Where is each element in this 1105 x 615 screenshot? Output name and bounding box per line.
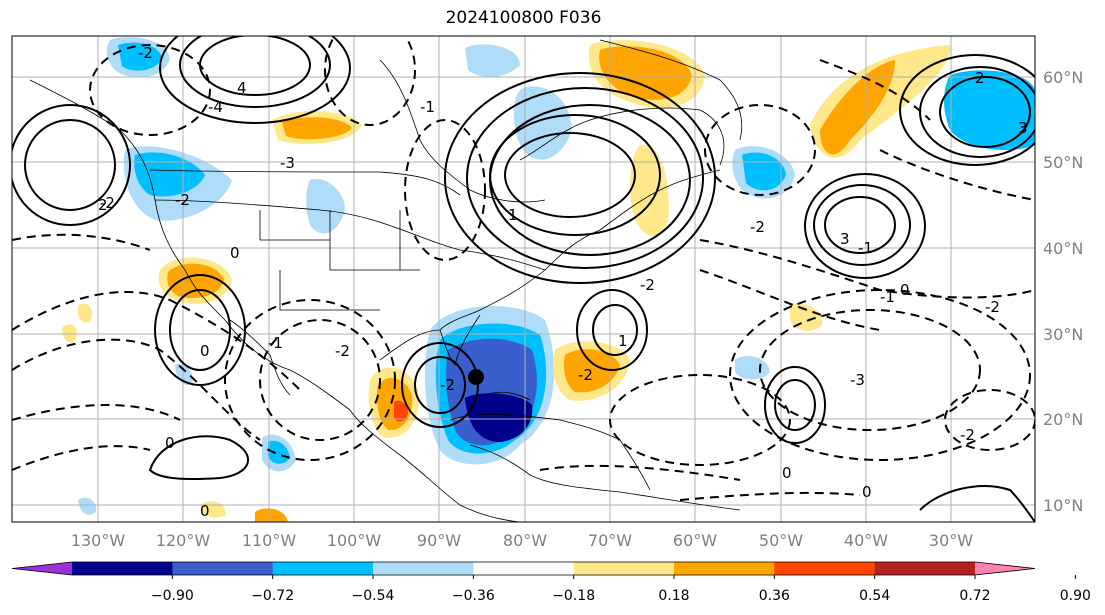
lat-label: 10°N xyxy=(1043,496,1083,515)
colorbar-segment xyxy=(774,562,876,575)
colorbar-tick-label: 0.72 xyxy=(959,588,990,604)
lon-label: 80°W xyxy=(503,531,547,550)
contour-label: 0 xyxy=(900,281,910,299)
positive-anomaly-region xyxy=(77,303,93,323)
colorbar-tick-label: −0.72 xyxy=(251,588,294,604)
colorbar-segment xyxy=(573,562,675,575)
contours xyxy=(12,36,1035,522)
lat-label: 30°N xyxy=(1043,325,1083,344)
map-title: 2024100800 F036 xyxy=(445,8,602,28)
contour-label: -1 xyxy=(880,288,895,306)
contour-label: -1 xyxy=(858,239,873,257)
colorbar-segment xyxy=(72,562,173,575)
colorbar-tick-label: 0.18 xyxy=(658,588,689,604)
colorbar-segment xyxy=(373,562,474,575)
colorbar-tick-label: −0.36 xyxy=(452,588,495,604)
longitude-labels: 130°W 120°W 110°W 100°W 90°W 80°W 70°W 6… xyxy=(71,531,973,550)
contour-label: 4 xyxy=(237,79,247,97)
lon-label: 60°W xyxy=(673,531,717,550)
contour-label: 0 xyxy=(200,342,210,360)
contour-label: -2 xyxy=(138,44,153,62)
contour-label: -2 xyxy=(100,194,115,212)
negative-anomaly-region xyxy=(465,393,533,442)
coastlines xyxy=(29,39,743,522)
lon-label: 90°W xyxy=(417,531,461,550)
contour-label: -2 xyxy=(440,376,455,394)
contour-label: -3 xyxy=(280,154,295,172)
contour-label: 3 xyxy=(840,230,850,248)
lat-label: 50°N xyxy=(1043,153,1083,172)
colorbar-segment xyxy=(874,562,976,575)
positive-anomaly-region xyxy=(255,508,288,522)
contour-label: -2 xyxy=(640,276,655,294)
contour-label: -2 xyxy=(578,366,593,384)
lat-label: 60°N xyxy=(1043,68,1083,87)
positive-anomaly-region xyxy=(394,400,408,422)
colorbar-outline xyxy=(11,561,1036,576)
negative-anomaly-region xyxy=(465,44,520,77)
contour-label: -1 xyxy=(268,334,283,352)
colorbar-tick-label: 0.54 xyxy=(859,588,890,604)
positive-anomaly-region xyxy=(167,263,224,299)
lat-label: 40°N xyxy=(1043,239,1083,258)
contour-label: 3 xyxy=(1018,119,1028,137)
contour-label: -2 xyxy=(985,298,1000,316)
negative-anomaly-region xyxy=(118,42,162,71)
colorbar-tick-label: −0.18 xyxy=(552,588,595,604)
positive-anomaly-region xyxy=(62,324,77,343)
negative-anomaly-region xyxy=(735,356,770,380)
contour-label: 2 xyxy=(975,69,985,87)
contour-label: 0 xyxy=(230,244,240,262)
colorbar-tick-label: −0.54 xyxy=(352,588,395,604)
colorbar-segment xyxy=(272,562,374,575)
positive-anomaly-region xyxy=(282,117,352,140)
lon-label: 50°W xyxy=(759,531,803,550)
contour-label: 1 xyxy=(508,206,518,224)
contour-label: -3 xyxy=(850,371,865,389)
negative-anomaly-region xyxy=(944,70,1035,150)
lon-label: 30°W xyxy=(929,531,973,550)
contour-label: -4 xyxy=(208,98,223,116)
negative-anomaly-region xyxy=(78,497,97,515)
negative-anomaly-region xyxy=(513,86,572,160)
contour-labels: -2 -4 4 -2 -2 -3 2 3 -2 -1 -1 1 -2 -1 0 … xyxy=(98,44,1028,520)
contour-label: -2 xyxy=(335,342,350,360)
map-frame xyxy=(11,35,1036,523)
positive-anomaly-region xyxy=(599,46,692,100)
colorbar-extend-high xyxy=(975,562,1035,575)
colorbar-tick-label: 0.36 xyxy=(759,588,790,604)
storm-center-marker xyxy=(468,369,484,385)
colorbar-segment xyxy=(172,562,274,575)
lon-label: 70°W xyxy=(588,531,632,550)
contour-label: -2 xyxy=(960,426,975,444)
colorbar-extend-low xyxy=(12,562,72,575)
shaded-field xyxy=(62,37,1035,522)
contour-label: 0 xyxy=(782,464,792,482)
contour-label: -1 xyxy=(420,98,435,116)
negative-anomaly-region xyxy=(306,179,345,234)
contour-label: 0 xyxy=(165,434,175,452)
contour-label: 0 xyxy=(862,483,872,501)
colorbar-segment xyxy=(674,562,775,575)
negative-anomaly-region xyxy=(268,440,290,464)
lat-label: 20°N xyxy=(1043,410,1083,429)
lon-label: 120°W xyxy=(156,531,211,550)
contour-label: 2 xyxy=(98,196,108,214)
colorbar-tick-label: −0.90 xyxy=(151,588,194,604)
lon-label: 100°W xyxy=(327,531,382,550)
graticule xyxy=(12,36,1035,522)
contour-label: 1 xyxy=(618,332,628,350)
contour-label: -2 xyxy=(175,191,190,209)
latitude-labels: 60°N 50°N 40°N 30°N 20°N 10°N xyxy=(1043,68,1083,515)
lon-label: 130°W xyxy=(71,531,126,550)
colorbar-tick-label: 0.90 xyxy=(1060,588,1091,604)
lon-label: 110°W xyxy=(242,531,297,550)
lon-label: 40°W xyxy=(844,531,888,550)
contour-label: -2 xyxy=(750,218,765,236)
colorbar-segment xyxy=(473,562,575,575)
positive-anomaly-region xyxy=(563,349,620,393)
colorbar: −0.90 −0.72 −0.54 −0.36 −0.18 0.18 0.36 0.54 0.7… xyxy=(11,561,1091,604)
contour-label: 0 xyxy=(200,502,210,520)
